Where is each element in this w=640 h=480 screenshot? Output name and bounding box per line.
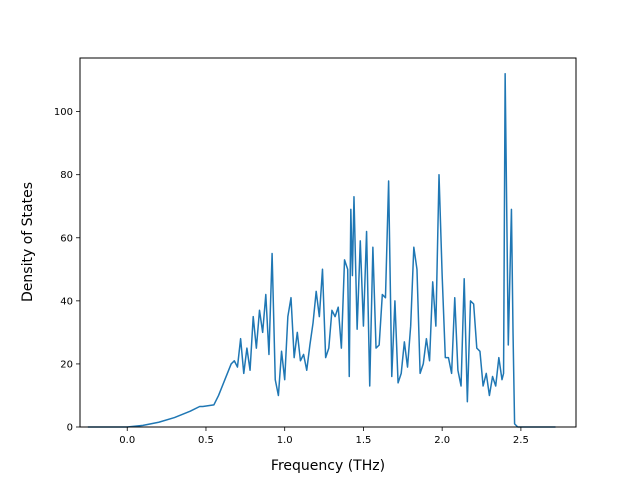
x-tick-label: 0.5 (198, 435, 214, 446)
series-line-0 (87, 73, 556, 428)
y-tick-label: 0 (67, 423, 73, 434)
y-axis: 0 20 40 60 80 100 (54, 107, 80, 434)
plot-frame (79, 57, 577, 428)
x-axis-label: Frequency (THz) (271, 458, 385, 474)
y-tick-label: 20 (60, 359, 73, 370)
y-tick-label: 40 (60, 296, 73, 307)
y-axis-label: Density of States (20, 182, 36, 302)
y-tick-label: 100 (54, 107, 73, 118)
x-tick-label: 0.0 (119, 435, 135, 446)
plot-lines (87, 73, 556, 428)
x-tick-label: 2.5 (513, 435, 529, 446)
x-tick-label: 1.0 (277, 435, 293, 446)
x-tick-label: 1.5 (355, 435, 371, 446)
x-tick-label: 2.0 (434, 435, 450, 446)
y-tick-label: 80 (60, 170, 73, 181)
x-axis: 0.0 0.5 1.0 1.5 2.0 2.5 (119, 427, 529, 446)
y-tick-label: 60 (60, 233, 73, 244)
